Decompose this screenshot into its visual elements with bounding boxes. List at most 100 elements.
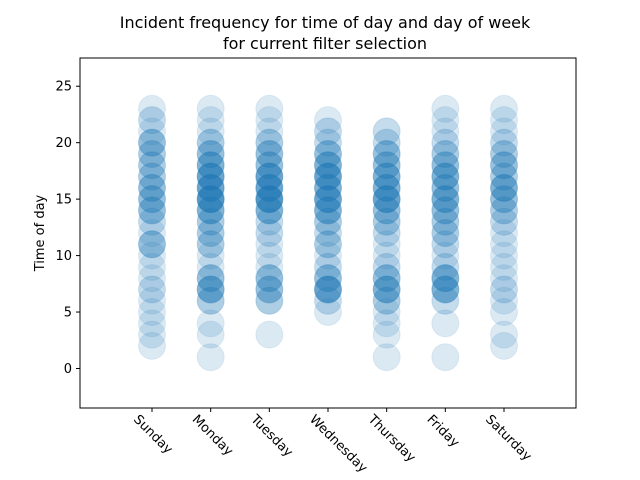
- marker-friday-hour-1: [431, 343, 460, 372]
- marker-friday-hour-20: [431, 128, 460, 157]
- marker-monday-hour-10: [196, 241, 225, 270]
- marker-saturday-hour-7: [490, 275, 518, 304]
- marker-saturday-hour-22: [490, 106, 518, 135]
- marker-tuesday-hour-18: [255, 151, 284, 180]
- marker-wednesday-hour-10: [314, 241, 342, 270]
- marker-sunday-hour-18: [138, 151, 166, 180]
- marker-sunday-hour-16: [138, 173, 166, 202]
- marker-thursday-hour-4: [372, 309, 401, 338]
- marker-friday-hour-4: [431, 309, 460, 338]
- marker-friday-hour-9: [431, 252, 460, 281]
- y-tick-label: 0: [64, 362, 72, 377]
- marker-saturday-hour-10: [490, 241, 518, 270]
- marker-wednesday-hour-22: [314, 106, 342, 135]
- marker-thursday-hour-17: [372, 162, 401, 191]
- marker-tuesday-hour-21: [255, 117, 284, 146]
- x-tick-label-monday: Monday: [189, 412, 236, 459]
- marker-sunday-hour-4: [138, 309, 166, 338]
- marker-monday-hour-19: [196, 139, 225, 168]
- marker-tuesday-hour-20: [255, 128, 284, 157]
- marker-saturday-hour-23: [490, 94, 518, 123]
- y-axis: 0 5 10 15 20 25: [55, 80, 80, 377]
- marker-friday-hour-11: [431, 230, 460, 259]
- marker-monday-hour-7: [196, 275, 225, 304]
- marker-saturday-hour-3: [490, 320, 518, 349]
- marker-saturday-hour-19: [490, 139, 518, 168]
- marker-sunday-hour-13: [138, 207, 166, 236]
- marker-tuesday-hour-3: [255, 320, 284, 349]
- marker-monday-hour-8: [196, 264, 225, 293]
- marker-wednesday-hour-20: [314, 128, 342, 157]
- marker-monday-hour-21: [196, 117, 225, 146]
- marker-saturday-hour-5: [490, 298, 518, 327]
- marker-friday-hour-22: [431, 106, 460, 135]
- y-tick-label: 5: [64, 306, 72, 321]
- marker-saturday-hour-20: [490, 128, 518, 157]
- marker-thursday-hour-3: [372, 320, 401, 349]
- marker-saturday-hour-8: [490, 264, 518, 293]
- marker-sunday-hour-7: [138, 275, 166, 304]
- marker-monday-hour-9: [196, 252, 225, 281]
- marker-friday-hour-23: [431, 94, 460, 123]
- marker-friday-hour-8: [431, 264, 460, 293]
- marker-wednesday-hour-21: [314, 117, 342, 146]
- marker-sunday-hour-17: [138, 162, 166, 191]
- marker-tuesday-hour-9: [255, 252, 284, 281]
- marker-thursday-hour-7: [372, 275, 401, 304]
- marker-saturday-hour-21: [490, 117, 518, 146]
- marker-saturday-hour-6: [490, 286, 518, 315]
- marker-tuesday-hour-17: [255, 162, 284, 191]
- x-tick-label-thursday: Thursday: [364, 412, 418, 466]
- marker-sunday-hour-12: [138, 219, 166, 247]
- marker-thursday-hour-9: [372, 252, 401, 281]
- y-tick-label: 10: [55, 249, 72, 264]
- x-tick-label-friday: Friday: [424, 412, 463, 451]
- marker-sunday-hour-8: [138, 264, 166, 293]
- marker-monday-hour-1: [196, 343, 225, 372]
- marker-thursday-hour-18: [372, 151, 401, 180]
- marker-monday-hour-20: [196, 128, 225, 157]
- marker-monday-hour-18: [196, 151, 225, 180]
- marker-saturday-hour-12: [490, 219, 518, 247]
- marker-tuesday-hour-23: [255, 94, 284, 123]
- marker-thursday-hour-11: [372, 230, 401, 259]
- marker-friday-hour-12: [431, 219, 460, 247]
- marker-friday-hour-18: [431, 151, 460, 180]
- marker-tuesday-hour-22: [255, 106, 284, 135]
- marker-sunday-hour-3: [138, 320, 166, 349]
- marker-saturday-hour-11: [490, 230, 518, 259]
- marker-wednesday-hour-7: [314, 275, 342, 304]
- marker-friday-hour-10: [431, 241, 460, 270]
- marker-sunday-hour-2: [138, 331, 166, 360]
- marker-thursday-hour-19: [372, 139, 401, 168]
- marker-saturday-hour-9: [490, 252, 518, 281]
- marker-thursday-hour-1: [372, 343, 401, 372]
- x-tick-label-tuesday: Tuesday: [247, 412, 296, 461]
- marker-monday-hour-4: [196, 309, 225, 338]
- marker-sunday-hour-15: [138, 185, 166, 214]
- marker-thursday-hour-21: [372, 117, 401, 146]
- y-tick-label: 20: [55, 136, 72, 151]
- marker-sunday-hour-11: [138, 230, 166, 259]
- y-axis-label: Time of day: [33, 194, 48, 272]
- marker-thursday-hour-10: [372, 241, 401, 270]
- marker-sunday-hour-20: [138, 128, 166, 157]
- marker-saturday-hour-18: [490, 151, 518, 180]
- marker-sunday-hour-5: [138, 298, 166, 327]
- marker-sunday-hour-23: [138, 94, 166, 123]
- marker-friday-hour-21: [431, 117, 460, 146]
- marker-tuesday-hour-7: [255, 275, 284, 304]
- marker-sunday-hour-22: [138, 106, 166, 135]
- marker-sunday-hour-14: [138, 196, 166, 225]
- marker-tuesday-hour-6: [255, 286, 284, 315]
- scatter-markers: [138, 94, 518, 372]
- chart-title-line-2: for current filter selection: [223, 34, 427, 53]
- marker-saturday-hour-2: [490, 331, 518, 360]
- marker-sunday-hour-6: [138, 286, 166, 315]
- y-tick-label: 25: [55, 80, 72, 95]
- marker-tuesday-hour-10: [255, 241, 284, 270]
- marker-tuesday-hour-11: [255, 230, 284, 259]
- marker-thursday-hour-8: [372, 264, 401, 293]
